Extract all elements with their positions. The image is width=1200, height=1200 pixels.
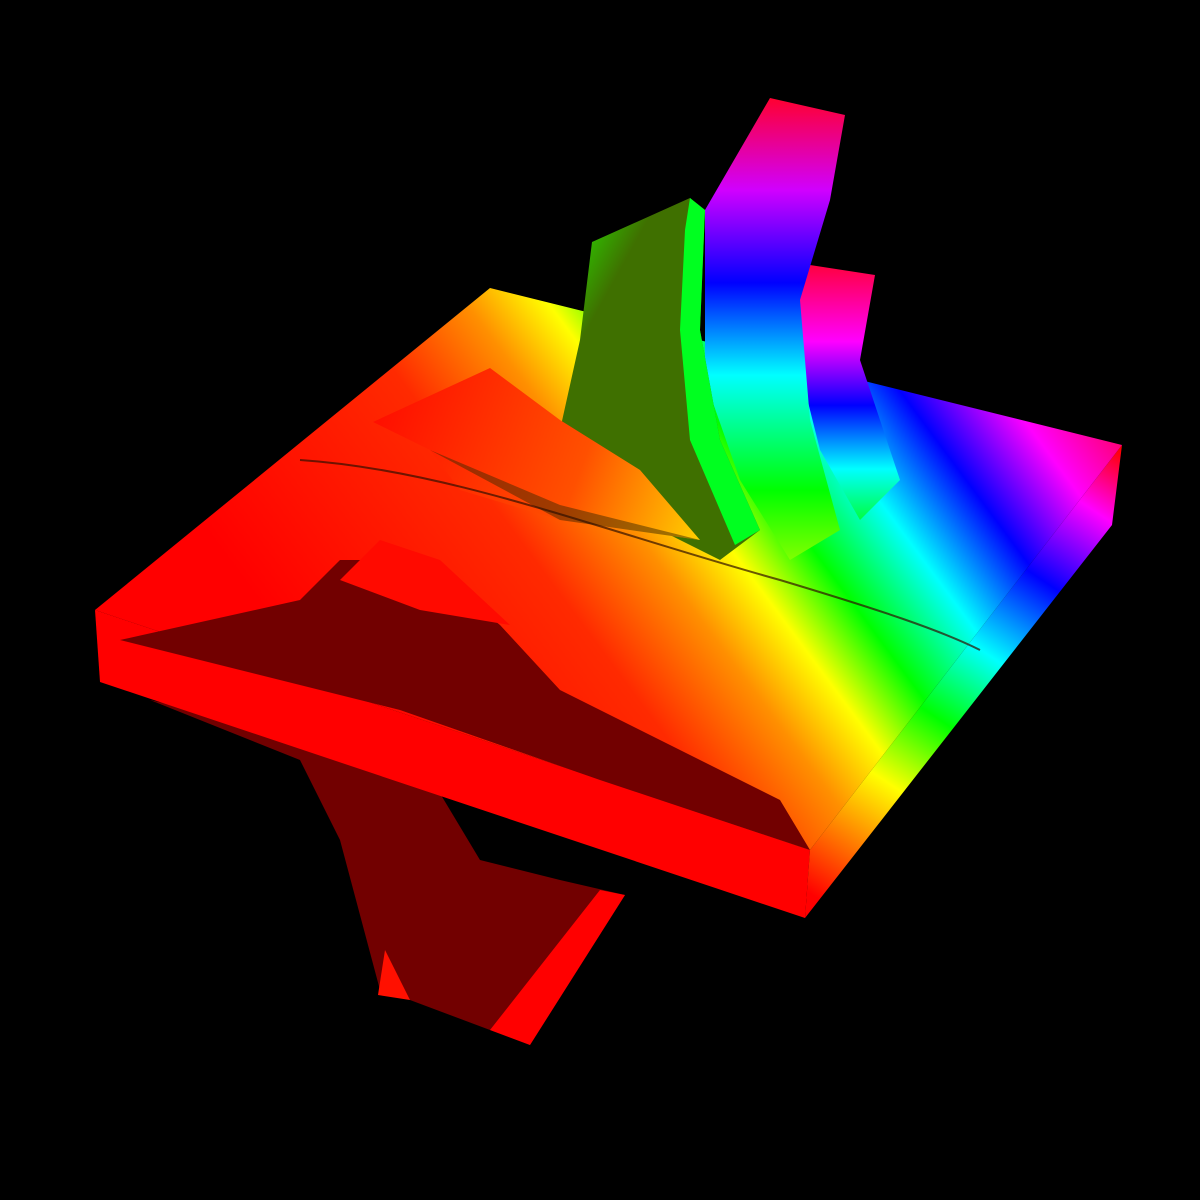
fin-magenta-back — [790, 265, 900, 520]
inner-ridge — [340, 540, 510, 625]
fin-green-face — [680, 198, 760, 545]
fin-tall-rainbow — [705, 98, 845, 560]
red-wedge — [373, 368, 700, 540]
lower-protrusion-face — [490, 890, 625, 1045]
slab-front-face — [95, 610, 810, 918]
shadow-region — [120, 560, 810, 850]
lower-protrusion — [150, 700, 625, 1045]
crease-line — [299, 459, 981, 651]
lower-protrusion-left — [378, 950, 410, 1000]
slab-right-face — [805, 445, 1122, 918]
